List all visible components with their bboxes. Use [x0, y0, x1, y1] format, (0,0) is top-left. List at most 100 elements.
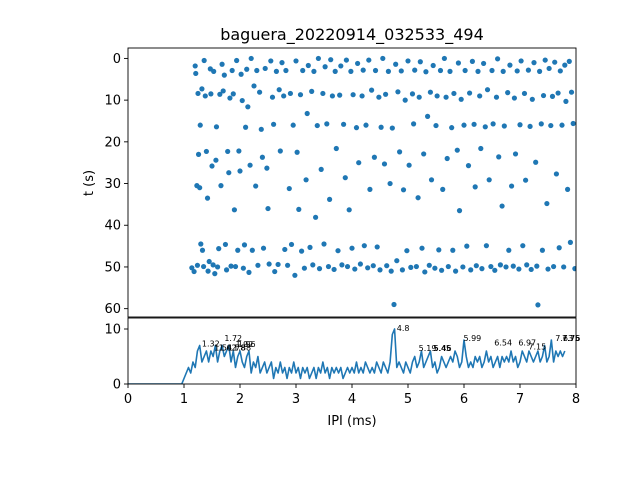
raster-point: [260, 245, 267, 251]
raster-point: [320, 90, 326, 97]
raster-point: [273, 68, 279, 74]
y-tick-label: 30: [104, 177, 121, 192]
raster-point: [495, 56, 501, 62]
raster-point: [217, 91, 223, 97]
raster-point: [542, 57, 548, 63]
raster-point: [479, 266, 485, 272]
raster-point: [350, 92, 356, 98]
raster-point: [464, 243, 470, 249]
raster-point: [537, 68, 543, 74]
raster-point: [371, 154, 377, 160]
raster-point: [296, 206, 302, 212]
raster-point: [453, 268, 459, 274]
raster-point: [465, 163, 472, 169]
raster-point: [489, 67, 495, 74]
raster-point: [430, 62, 436, 69]
peak-label: 1.92: [236, 340, 254, 349]
raster-point: [349, 245, 355, 251]
raster-point: [213, 124, 220, 130]
raster-point: [419, 245, 425, 251]
raster-point: [535, 302, 541, 308]
peak-label: 7.75: [562, 334, 580, 343]
raster-point: [398, 68, 404, 74]
raster-point: [208, 91, 214, 97]
raster-point: [555, 90, 561, 96]
raster-point: [332, 68, 338, 74]
raster-point: [227, 95, 233, 101]
raster-point: [211, 68, 217, 74]
y-tick-label: 0: [113, 52, 121, 67]
raster-point: [201, 263, 207, 270]
raster-point: [239, 97, 245, 104]
peak-label: 5.45: [433, 344, 451, 353]
raster-point: [565, 186, 571, 192]
raster-point: [370, 263, 376, 269]
raster-point: [433, 122, 439, 129]
raster-point: [385, 68, 391, 74]
raster-point: [421, 151, 427, 157]
raster-point: [193, 70, 199, 77]
raster-point: [460, 264, 466, 270]
raster-frame: [127, 47, 577, 318]
raster-point: [394, 258, 400, 264]
raster-point: [473, 263, 479, 269]
raster-point: [503, 264, 509, 270]
raster-point: [516, 266, 522, 272]
peak-label: 7.15: [528, 343, 546, 352]
raster-point: [257, 89, 263, 95]
raster-point: [286, 185, 292, 192]
raster-point: [426, 262, 432, 268]
raster-point: [216, 246, 222, 252]
y-tick-label: 20: [104, 135, 121, 150]
x-tick-label: 5: [404, 392, 412, 407]
raster-point: [482, 124, 488, 130]
raster-point: [266, 261, 272, 267]
raster-point: [514, 68, 520, 74]
raster-point: [462, 67, 468, 74]
raster-point: [246, 269, 252, 275]
raster-point: [524, 262, 530, 268]
raster-point: [400, 187, 407, 193]
raster-point: [301, 265, 307, 271]
raster-point: [331, 266, 337, 273]
raster-point: [223, 267, 230, 273]
raster-point: [409, 91, 416, 97]
raster-point: [294, 149, 300, 155]
raster-point: [387, 180, 393, 187]
raster-point: [259, 154, 265, 160]
raster-point: [275, 261, 281, 268]
raster-point: [527, 123, 533, 130]
raster-point: [545, 266, 551, 272]
raster-point: [314, 122, 320, 129]
raster-point: [406, 162, 412, 168]
raster-point: [415, 195, 421, 201]
raster-point: [292, 272, 298, 278]
raster-point: [222, 241, 229, 248]
raster-point: [238, 71, 244, 77]
peak-label: 5.99: [463, 334, 481, 343]
raster-point: [215, 264, 221, 270]
peak-label: 1.72: [224, 334, 242, 343]
raster-point: [496, 154, 502, 160]
raster-plot: 0 10 20 30 40 50 60: [104, 47, 577, 318]
raster-point: [383, 91, 389, 97]
raster-point: [422, 269, 428, 275]
raster-points: [189, 55, 576, 308]
raster-point: [445, 263, 451, 270]
peak-label: 6.54: [494, 338, 512, 347]
raster-point: [423, 69, 429, 75]
raster-point: [512, 151, 519, 157]
raster-point: [505, 90, 511, 96]
raster-point: [199, 247, 206, 253]
raster-point: [195, 151, 202, 157]
peak-label: 5.19: [419, 344, 437, 353]
x-tick-label: 7: [516, 392, 524, 407]
x-tick-label: 6: [460, 392, 468, 407]
raster-point: [533, 159, 539, 165]
raster-point: [500, 68, 506, 74]
raster-point: [388, 268, 394, 274]
y-tick-label: 10: [104, 323, 121, 338]
y-tick-label: 40: [104, 219, 121, 234]
peak-label: 5.46: [434, 344, 452, 353]
